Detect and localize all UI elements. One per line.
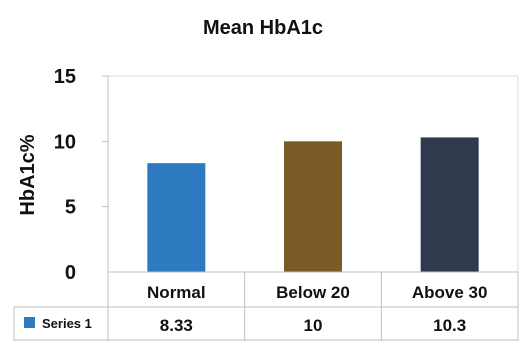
y-ticks: 0 5 10 15	[54, 66, 108, 284]
y-tick-label: 10	[54, 131, 76, 153]
table-value-cell: 8.33	[160, 316, 193, 335]
x-category-label: Normal	[147, 283, 206, 302]
x-category-label: Above 30	[412, 283, 488, 302]
bar-above-30	[420, 137, 479, 272]
bars	[147, 137, 479, 272]
table-value-cell: 10	[304, 316, 323, 335]
y-tick-label: 0	[65, 262, 76, 284]
legend-label-series-1: Series 1	[42, 316, 92, 331]
legend-swatch-series-1	[24, 317, 35, 328]
x-category-label: Below 20	[276, 283, 350, 302]
chart-title: Mean HbA1c	[203, 17, 323, 39]
plot-frame	[107, 75, 519, 272]
y-axis-label: HbA1c%	[17, 134, 39, 215]
y-tick-label: 15	[54, 66, 76, 88]
bar-below-20	[284, 141, 342, 272]
y-tick-label: 5	[65, 197, 76, 219]
bar-normal	[147, 163, 206, 272]
table-value-cell: 10.3	[433, 316, 466, 335]
data-table: Series 1 Normal 8.33 Below 20 10 Above 30 10.3	[13, 271, 519, 341]
